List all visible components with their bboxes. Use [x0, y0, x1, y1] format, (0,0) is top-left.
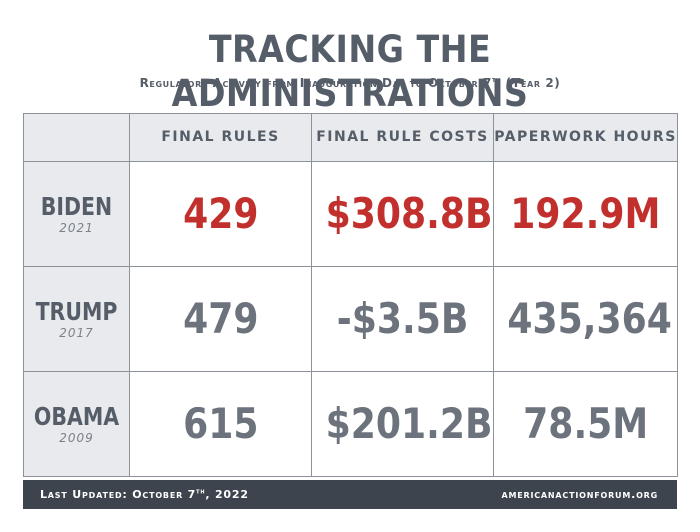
table-row: BIDEN 2021 429 $308.8B 192.9M	[23, 161, 678, 267]
last-updated-text: Last Updated: October 7	[40, 488, 197, 501]
paperwork-hours-value: 192.9M	[510, 189, 661, 238]
page-subtitle: Regulatory Activity from Inauguration Da…	[0, 75, 700, 91]
administration-year: 2021	[59, 220, 94, 235]
column-header: PAPERWORK HOURS	[493, 113, 678, 162]
subtitle-suffix: (Year 2)	[500, 76, 561, 90]
subtitle-superscript: th	[492, 76, 501, 84]
table-cell: $201.2B	[311, 371, 494, 477]
table-cell: 78.5M	[493, 371, 678, 477]
table-cell: 192.9M	[493, 161, 678, 267]
table-cell: -$3.5B	[311, 266, 494, 372]
last-updated-superscript: th	[196, 487, 206, 496]
subtitle-text: Regulatory Activity from Inauguration Da…	[139, 76, 493, 90]
table-cell: 479	[129, 266, 312, 372]
paperwork-hours-value: 435,364	[507, 294, 672, 343]
regulatory-table: FINAL RULES FINAL RULE COSTS PAPERWORK H…	[23, 113, 678, 477]
row-header: TRUMP 2017	[23, 266, 130, 372]
footer-bar: Last Updated: October 7th, 2022 american…	[23, 480, 677, 509]
column-header: FINAL RULES	[129, 113, 312, 162]
row-header: BIDEN 2021	[23, 161, 130, 267]
table-cell: 429	[129, 161, 312, 267]
final-rule-costs-value: -$3.5B	[336, 294, 469, 343]
last-updated-year: , 2022	[205, 488, 249, 501]
final-rule-costs-value: $201.2B	[325, 399, 493, 448]
page-title: TRACKING THE ADMINISTRATIONS	[171, 28, 529, 115]
last-updated: Last Updated: October 7th, 2022	[40, 480, 249, 509]
administration-year: 2009	[59, 430, 94, 445]
administration-name: OBAMA	[33, 401, 120, 431]
final-rules-value: 479	[182, 294, 259, 343]
administration-name: TRUMP	[35, 296, 118, 326]
final-rules-value: 615	[182, 399, 259, 448]
row-header: OBAMA 2009	[23, 371, 130, 477]
paperwork-hours-value: 78.5M	[522, 399, 649, 448]
table-header-row: FINAL RULES FINAL RULE COSTS PAPERWORK H…	[23, 113, 678, 162]
table-row: OBAMA 2009 615 $201.2B 78.5M	[23, 371, 678, 477]
table-row: TRUMP 2017 479 -$3.5B 435,364	[23, 266, 678, 372]
final-rules-value: 429	[182, 189, 259, 238]
table-cell: 435,364	[493, 266, 678, 372]
table-cell: 615	[129, 371, 312, 477]
corner-cell	[23, 113, 130, 162]
column-header: FINAL RULE COSTS	[311, 113, 494, 162]
final-rule-costs-value: $308.8B	[325, 189, 493, 238]
administration-name: BIDEN	[40, 191, 113, 221]
administration-year: 2017	[59, 325, 94, 340]
site-link[interactable]: americanactionforum.org	[501, 488, 658, 501]
table-cell: $308.8B	[311, 161, 494, 267]
